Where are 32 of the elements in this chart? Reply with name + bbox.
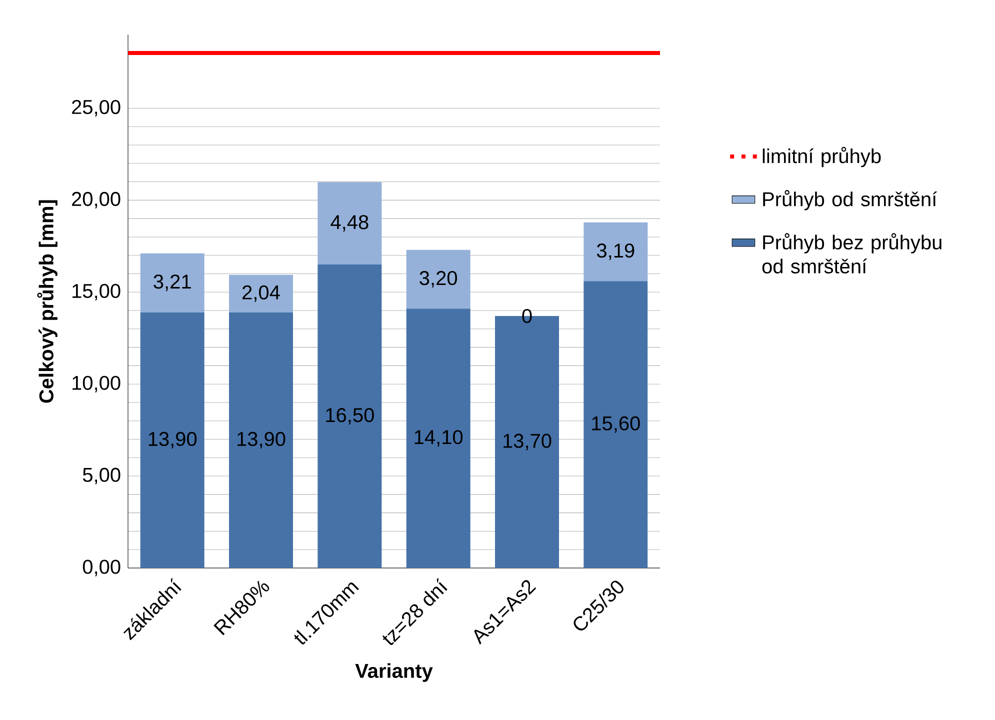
data-label: 3,20 [420, 270, 458, 288]
data-label: 13,70 [504, 434, 552, 450]
data-label: 15,60 [592, 416, 640, 433]
y-tick-label: 25,00 [72, 100, 120, 116]
bar [318, 264, 382, 568]
data-label: 13,90 [238, 432, 286, 448]
data-label: 2,04 [242, 285, 280, 302]
bar [584, 281, 648, 568]
bar [584, 222, 648, 282]
data-label: 4,48 [330, 215, 368, 232]
data-label: 3,19 [596, 243, 634, 260]
legend-label: limitní průhyb [762, 146, 881, 168]
bar [229, 274, 294, 312]
bar [140, 312, 204, 568]
bar [406, 308, 470, 568]
data-label: 14,10 [414, 430, 463, 447]
y-tick-label: 5,00 [82, 468, 120, 484]
y-axis-title: Celkový průhyb [mm] [37, 200, 58, 403]
bar [140, 253, 204, 312]
bar [229, 312, 294, 568]
y-tick-label: 0,00 [82, 560, 120, 576]
data-label: 3,21 [154, 274, 191, 292]
data-label: 13,90 [148, 432, 197, 448]
y-tick-label: 10,00 [72, 376, 120, 392]
legend-label: Průhyb od smrštění [763, 190, 938, 210]
y-tick-label: 20,00 [72, 192, 120, 208]
data-label: 16,50 [326, 408, 374, 425]
bar [318, 182, 382, 265]
x-axis-title: Varianty [355, 663, 433, 682]
bar [406, 250, 470, 309]
legend-label: Průhyb bez průhybu od smrštění [762, 233, 942, 274]
y-tick-label: 15,00 [72, 284, 120, 300]
